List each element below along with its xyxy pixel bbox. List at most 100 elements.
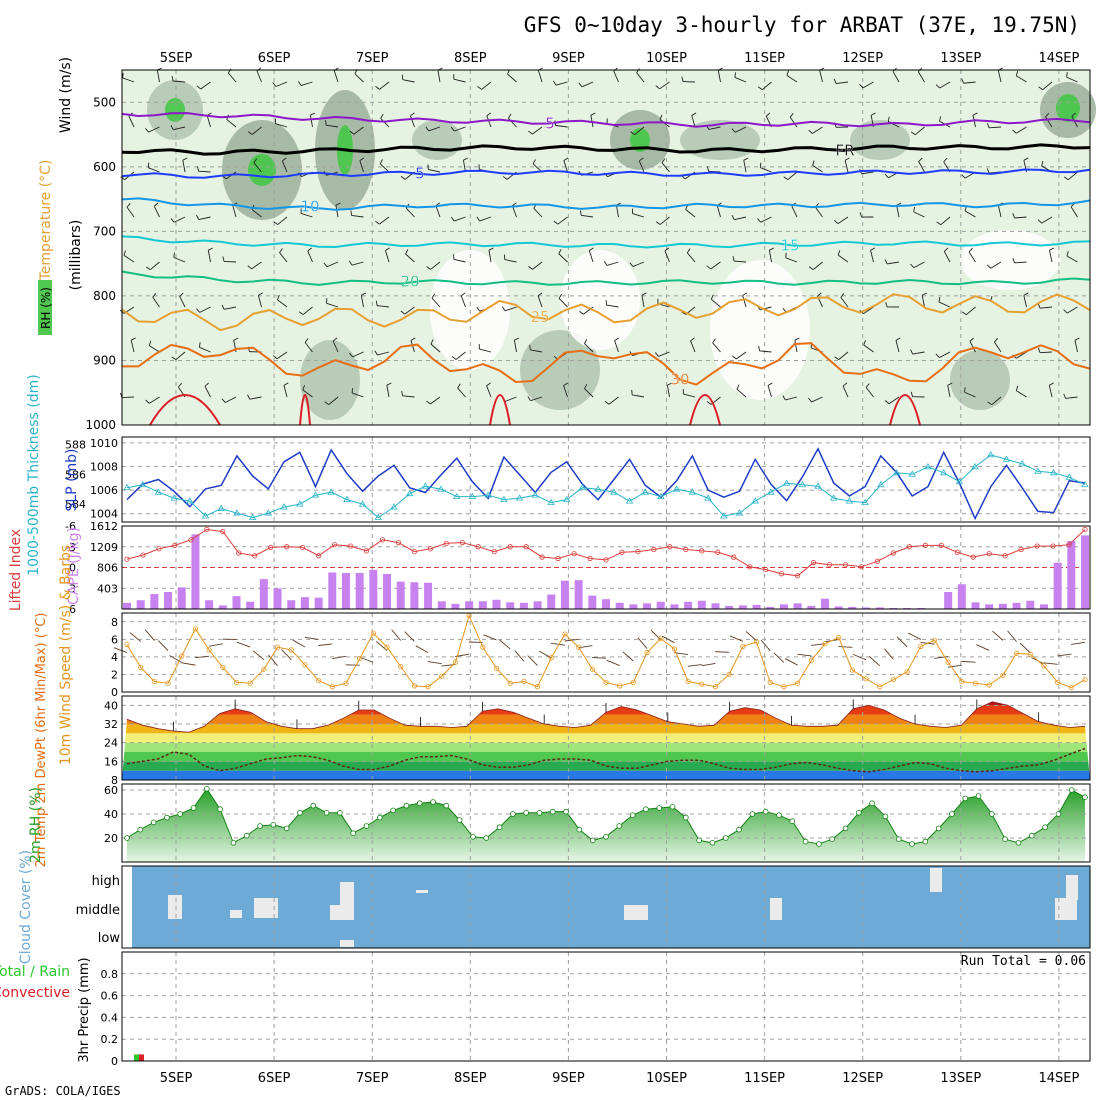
wind-speed-point: [959, 678, 965, 685]
wind-barb-flag: [734, 72, 736, 78]
wind-barb: [428, 126, 441, 132]
wind-barb: [588, 250, 594, 263]
li-point: [715, 549, 721, 555]
wind-barb: [1066, 255, 1078, 263]
wind-barb: [1039, 351, 1053, 354]
wind-speed-point: [808, 657, 814, 664]
li-point: [491, 548, 497, 555]
wind-barb: [149, 261, 160, 271]
wind-barb: [591, 657, 607, 659]
wind-barb: [379, 81, 390, 90]
temp-tick: 32: [104, 718, 118, 731]
cape-bar: [725, 605, 734, 609]
li-line: [126, 528, 1086, 577]
isotherm-label: FR: [835, 141, 854, 159]
chart-title: GFS 0~10day 3-hourly for ARBAT (37E, 19.…: [524, 13, 1080, 37]
wind-barb: [664, 250, 670, 263]
wind-barb-flag: [1038, 86, 1044, 91]
wind-barb: [1007, 630, 1017, 642]
wind-barb-flag: [426, 400, 431, 405]
bottom-date-label: 14SEP: [1038, 1071, 1079, 1086]
wind-speed-point: [548, 655, 554, 661]
precip-tick: 0.2: [101, 1033, 119, 1046]
rh-point: [456, 817, 463, 823]
panel-frame: [121, 865, 1091, 949]
rain-legend-label: Total / Rain: [0, 964, 70, 980]
temp-tick: 8: [111, 774, 118, 787]
cape-tick: 403: [97, 582, 118, 595]
temp-tick: 16: [104, 755, 118, 768]
wind-barb: [1014, 261, 1027, 264]
rh-point: [483, 835, 490, 841]
panel-frame: [121, 695, 1091, 781]
wind-barb: [488, 250, 492, 263]
wind-barb: [717, 70, 721, 83]
wind-barb-flag: [349, 352, 353, 358]
wind-barb: [563, 385, 568, 398]
rh-blob: [412, 120, 462, 160]
wind-barb: [380, 118, 390, 128]
rh-point: [124, 835, 130, 841]
wind-barb-flag: [584, 339, 588, 344]
thickness-point: [374, 513, 382, 520]
wind-barb: [1016, 75, 1027, 83]
wind-barb: [1016, 126, 1027, 134]
cloud-block: [416, 890, 428, 893]
wind-barb-flag: [178, 382, 182, 388]
wind-barb-flag: [196, 214, 200, 220]
wind-barb-flag: [170, 125, 174, 130]
wind-barb: [1043, 662, 1058, 665]
thickness-point: [1034, 467, 1042, 474]
wind-barb: [811, 396, 823, 403]
li-point: [699, 548, 705, 554]
rh-point: [257, 823, 263, 829]
wind-barb: [1070, 206, 1078, 218]
li-point: [507, 544, 513, 550]
wind-barb-flag: [221, 304, 225, 310]
wind-barb: [384, 250, 390, 263]
wind-barb: [733, 260, 747, 263]
wind-speed-point: [740, 643, 746, 649]
wind-barb: [608, 396, 619, 405]
thickness-point: [296, 500, 304, 507]
wind-barb: [784, 658, 798, 666]
wind-barb: [551, 642, 566, 646]
wind-barb-flag: [808, 397, 812, 403]
bottom-date-label: 8SEP: [454, 1071, 487, 1086]
wind-barb-flag: [947, 382, 953, 386]
wind-barb-flag: [910, 263, 915, 268]
wind-barb: [253, 162, 262, 173]
wind-barb: [940, 216, 951, 226]
rh-point: [935, 825, 942, 832]
wind-barb-flag: [374, 350, 378, 356]
wind-barb: [415, 645, 429, 654]
wind-barb-flag: [1041, 160, 1044, 167]
wind-barb-flag: [630, 131, 635, 135]
rh-point: [989, 811, 995, 817]
wind-barb-flag: [425, 126, 430, 132]
wind-barb: [281, 649, 292, 660]
wind-barb: [686, 252, 696, 263]
wind-barb: [427, 661, 442, 665]
rh-point: [363, 823, 370, 829]
li-tick: 6: [69, 603, 76, 616]
dry-patch: [560, 250, 640, 350]
thickness-point: [437, 485, 445, 492]
wind-speed-point: [452, 659, 459, 665]
wind-speed-point: [712, 684, 719, 690]
wind-barb-flag: [486, 112, 492, 117]
wind-barb-flag: [227, 68, 232, 74]
wind-speed-point: [302, 662, 308, 668]
precip-tick: 0.4: [101, 1011, 119, 1024]
wind-barb-flag: [910, 349, 914, 355]
wind-barb-flag: [507, 113, 512, 119]
wind-barb: [430, 396, 441, 405]
wind-barb-flag: [204, 382, 209, 387]
wind-barb-flag: [887, 116, 890, 122]
wind-barb: [169, 655, 182, 663]
wind-speed-point: [507, 680, 513, 686]
thickness-point: [563, 495, 571, 503]
dewpoint-line: [126, 747, 1086, 773]
wind-barb-flag: [208, 247, 213, 251]
wind-speed-point: [671, 646, 678, 652]
